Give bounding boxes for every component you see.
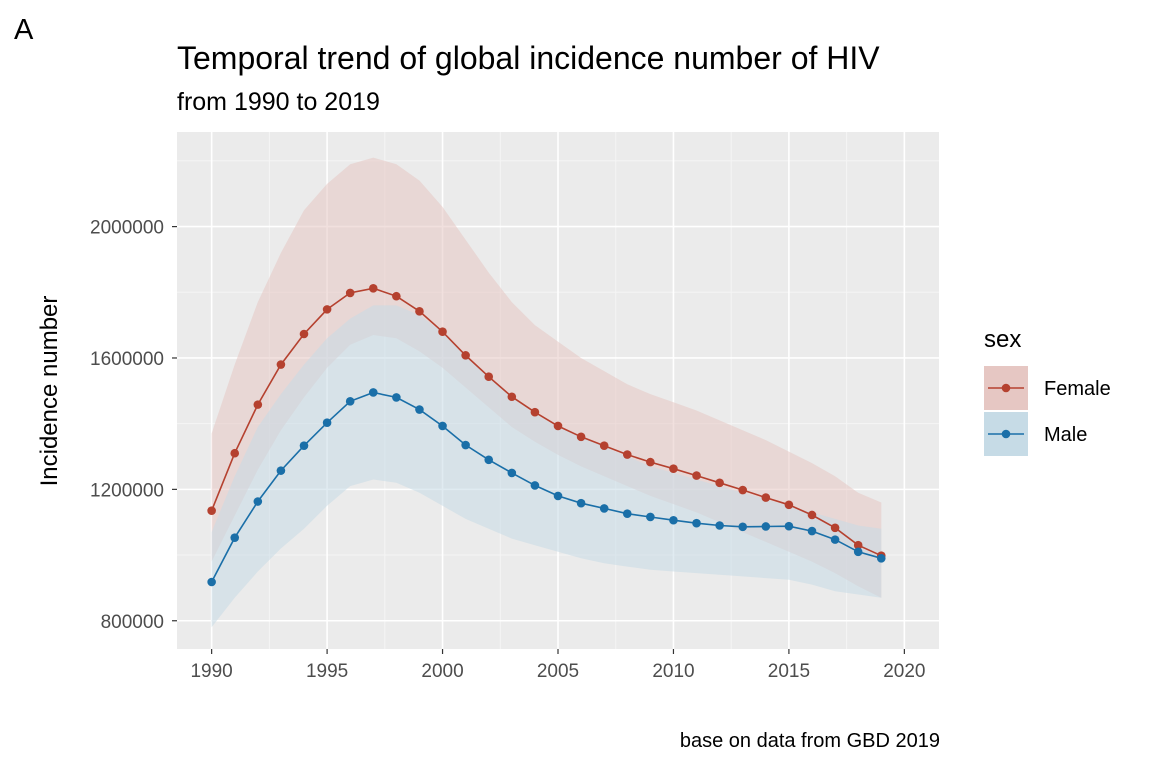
point-female xyxy=(530,407,540,417)
point-male xyxy=(207,577,216,587)
point-male xyxy=(761,522,771,531)
point-male xyxy=(438,421,447,431)
point-female xyxy=(507,392,517,402)
point-female xyxy=(599,441,609,450)
point-female xyxy=(438,327,447,337)
point-female xyxy=(738,485,748,495)
legend-point-female xyxy=(1001,383,1011,393)
y-tick-label: 800000 xyxy=(101,612,164,633)
point-male xyxy=(807,526,817,536)
point-male xyxy=(599,504,609,513)
point-female xyxy=(415,307,424,316)
panel-label: A xyxy=(14,14,34,46)
legend-label-female: Female xyxy=(1044,378,1111,400)
point-male xyxy=(646,512,655,522)
series-points xyxy=(207,284,886,587)
point-male xyxy=(876,554,886,563)
point-male xyxy=(853,547,863,557)
point-male xyxy=(299,441,309,450)
point-female xyxy=(692,471,701,480)
point-female xyxy=(207,506,216,516)
point-male xyxy=(345,397,355,406)
legend-point-male xyxy=(1001,429,1011,439)
point-female xyxy=(276,360,286,369)
point-male xyxy=(622,509,632,518)
point-male xyxy=(461,440,470,450)
point-female xyxy=(484,372,494,382)
point-female xyxy=(230,448,240,458)
point-female xyxy=(576,432,586,442)
legend-label-male: Male xyxy=(1044,424,1087,446)
point-female xyxy=(368,284,378,293)
point-female xyxy=(622,450,632,459)
point-male xyxy=(784,521,794,531)
point-female xyxy=(715,478,724,488)
point-male xyxy=(276,466,286,475)
point-male xyxy=(830,535,840,544)
point-male xyxy=(576,498,586,508)
legend: sex Female Male xyxy=(984,326,1111,456)
point-female xyxy=(392,291,401,301)
legend-title: sex xyxy=(984,326,1021,353)
point-female xyxy=(253,400,263,409)
x-tick-label: 1990 xyxy=(190,661,232,682)
point-female xyxy=(784,500,794,510)
point-female xyxy=(461,351,470,360)
point-female xyxy=(830,523,840,533)
x-tick-label: 2000 xyxy=(421,661,463,682)
point-male xyxy=(692,518,701,528)
point-male xyxy=(322,418,332,427)
ribbons xyxy=(211,157,882,628)
point-female xyxy=(669,464,678,473)
point-female xyxy=(646,457,655,467)
point-female xyxy=(345,288,355,298)
point-female xyxy=(322,305,332,314)
x-tick-label: 2005 xyxy=(537,661,579,682)
caption: base on data from GBD 2019 xyxy=(679,730,940,752)
point-male xyxy=(507,468,517,478)
x-tick-label: 1995 xyxy=(306,661,348,682)
y-axis: 800000 1200000 1600000 2000000 xyxy=(90,218,177,633)
x-tick-label: 2020 xyxy=(883,661,925,682)
y-tick-label: 1200000 xyxy=(90,480,164,501)
y-axis-title: Incidence number xyxy=(36,296,63,487)
y-tick-label: 2000000 xyxy=(90,218,164,239)
point-male xyxy=(368,388,378,397)
point-male xyxy=(484,455,494,465)
point-male xyxy=(553,491,563,501)
x-tick-label: 2015 xyxy=(768,661,810,682)
point-female xyxy=(761,493,771,502)
point-female xyxy=(853,540,863,550)
point-female xyxy=(299,329,309,339)
point-female xyxy=(807,510,817,520)
point-male xyxy=(530,481,540,490)
x-tick-label: 2010 xyxy=(652,661,694,682)
point-male xyxy=(715,521,724,530)
point-male xyxy=(230,533,240,542)
chart-subtitle: from 1990 to 2019 xyxy=(177,88,380,116)
chart-title: Temporal trend of global incidence numbe… xyxy=(177,40,880,76)
point-male xyxy=(415,405,424,414)
ribbon-male xyxy=(211,305,882,628)
y-tick-label: 1600000 xyxy=(90,349,164,370)
x-axis: 1990 1995 2000 2005 2010 2015 2020 xyxy=(190,649,926,682)
point-male xyxy=(392,393,401,402)
point-female xyxy=(553,421,563,431)
point-male xyxy=(669,515,678,525)
point-male xyxy=(253,497,263,506)
point-male xyxy=(738,522,748,532)
